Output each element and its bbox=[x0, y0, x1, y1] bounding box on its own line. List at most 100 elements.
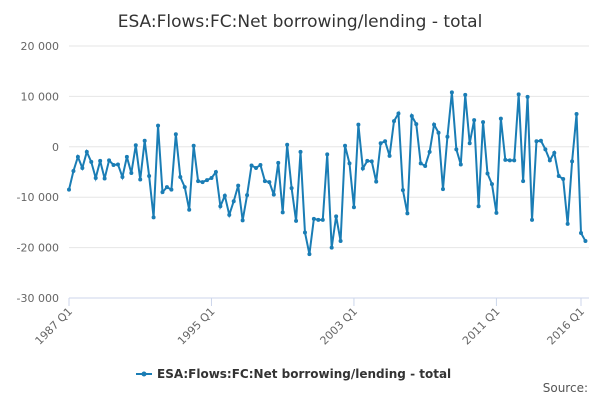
point bbox=[80, 165, 85, 170]
point bbox=[432, 122, 437, 127]
point bbox=[476, 204, 481, 209]
point bbox=[516, 92, 521, 97]
legend-marker bbox=[141, 371, 147, 377]
point bbox=[360, 166, 365, 171]
point bbox=[311, 216, 316, 221]
point bbox=[200, 180, 205, 185]
point bbox=[507, 158, 512, 163]
point bbox=[84, 149, 89, 154]
x-tick-label: 1987 Q1 bbox=[33, 305, 76, 348]
point bbox=[258, 162, 263, 167]
point bbox=[160, 190, 165, 195]
point bbox=[196, 179, 201, 184]
point bbox=[213, 170, 218, 174]
point bbox=[436, 130, 441, 135]
point bbox=[467, 141, 472, 146]
point bbox=[347, 161, 352, 166]
point bbox=[454, 147, 459, 152]
point bbox=[187, 207, 192, 212]
point bbox=[481, 120, 486, 125]
x-tick-label: 2003 Q1 bbox=[318, 305, 361, 348]
point bbox=[191, 143, 196, 148]
point bbox=[530, 217, 535, 222]
point bbox=[334, 214, 339, 219]
point bbox=[302, 230, 307, 235]
point bbox=[525, 94, 530, 99]
point bbox=[294, 218, 299, 223]
point bbox=[169, 187, 174, 192]
point bbox=[267, 180, 272, 185]
point bbox=[151, 215, 156, 220]
point bbox=[374, 179, 379, 184]
point bbox=[71, 168, 76, 173]
y-tick-label: 10 000 bbox=[21, 90, 60, 103]
point bbox=[538, 138, 543, 143]
point bbox=[579, 230, 583, 235]
y-tick-label: 0 bbox=[52, 141, 59, 154]
point bbox=[182, 185, 187, 190]
x-tick-label: 1995 Q1 bbox=[175, 305, 218, 348]
point bbox=[463, 92, 468, 97]
point bbox=[392, 119, 397, 124]
series-line bbox=[68, 92, 587, 255]
point bbox=[107, 158, 112, 163]
point bbox=[383, 139, 388, 144]
point bbox=[445, 134, 450, 139]
point bbox=[427, 149, 432, 154]
point bbox=[400, 188, 405, 193]
point bbox=[552, 150, 557, 155]
point bbox=[240, 218, 245, 223]
point bbox=[543, 147, 548, 152]
point bbox=[307, 252, 312, 257]
point bbox=[222, 193, 227, 198]
point bbox=[98, 158, 103, 163]
point bbox=[316, 217, 321, 222]
legend-label[interactable]: ESA:Flows:FC:Net borrowing/lending - tot… bbox=[157, 367, 451, 381]
point bbox=[320, 217, 325, 222]
point bbox=[418, 161, 423, 166]
point bbox=[218, 204, 223, 209]
point bbox=[343, 143, 348, 148]
point bbox=[164, 185, 169, 190]
point bbox=[231, 199, 236, 204]
point bbox=[489, 182, 494, 187]
point bbox=[280, 210, 285, 215]
point bbox=[329, 245, 334, 250]
point bbox=[115, 162, 120, 167]
point bbox=[325, 152, 330, 157]
point bbox=[547, 158, 552, 163]
point bbox=[356, 122, 361, 127]
point bbox=[276, 160, 281, 165]
point bbox=[574, 112, 579, 117]
point bbox=[178, 175, 183, 180]
point bbox=[227, 212, 232, 217]
point bbox=[369, 159, 374, 164]
point bbox=[449, 90, 454, 95]
point bbox=[387, 153, 392, 158]
point bbox=[498, 116, 503, 121]
point bbox=[423, 163, 428, 168]
point bbox=[583, 239, 588, 244]
point bbox=[409, 114, 414, 119]
point bbox=[458, 162, 463, 167]
point bbox=[205, 178, 210, 183]
source: Source: bbox=[543, 381, 588, 395]
point bbox=[414, 122, 419, 127]
point bbox=[138, 177, 143, 182]
point bbox=[245, 193, 250, 198]
x-tick-label: 2011 Q1 bbox=[460, 305, 503, 348]
point bbox=[142, 138, 147, 143]
point bbox=[405, 211, 410, 216]
point bbox=[472, 118, 477, 123]
point bbox=[236, 183, 241, 188]
y-tick-label: 20 000 bbox=[21, 40, 60, 53]
point bbox=[485, 171, 490, 176]
point bbox=[351, 205, 356, 210]
point bbox=[67, 187, 71, 192]
point bbox=[338, 239, 343, 244]
x-tick-label: 2016 Q1 bbox=[545, 305, 588, 348]
point bbox=[147, 174, 152, 179]
point bbox=[565, 221, 570, 226]
